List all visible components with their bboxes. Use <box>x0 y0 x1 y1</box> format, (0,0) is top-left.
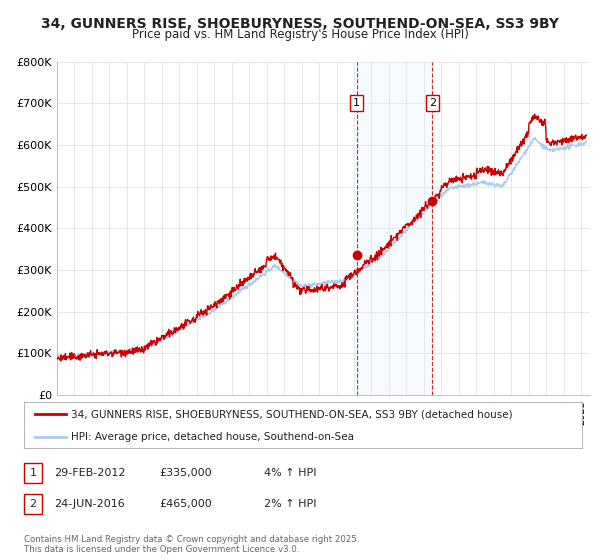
Text: 24-JUN-2016: 24-JUN-2016 <box>54 499 125 509</box>
Text: 1: 1 <box>353 98 360 108</box>
Text: 2% ↑ HPI: 2% ↑ HPI <box>264 499 317 509</box>
Text: 2: 2 <box>429 98 436 108</box>
Text: 34, GUNNERS RISE, SHOEBURYNESS, SOUTHEND-ON-SEA, SS3 9BY (detached house): 34, GUNNERS RISE, SHOEBURYNESS, SOUTHEND… <box>71 409 513 419</box>
Text: Contains HM Land Registry data © Crown copyright and database right 2025.
This d: Contains HM Land Registry data © Crown c… <box>24 535 359 554</box>
Text: 34, GUNNERS RISE, SHOEBURYNESS, SOUTHEND-ON-SEA, SS3 9BY: 34, GUNNERS RISE, SHOEBURYNESS, SOUTHEND… <box>41 17 559 31</box>
Text: HPI: Average price, detached house, Southend-on-Sea: HPI: Average price, detached house, Sout… <box>71 432 355 441</box>
Bar <box>357 62 433 395</box>
Text: £465,000: £465,000 <box>159 499 212 509</box>
Text: 4% ↑ HPI: 4% ↑ HPI <box>264 468 317 478</box>
Text: £335,000: £335,000 <box>159 468 212 478</box>
Text: Price paid vs. HM Land Registry's House Price Index (HPI): Price paid vs. HM Land Registry's House … <box>131 28 469 41</box>
Text: 29-FEB-2012: 29-FEB-2012 <box>54 468 125 478</box>
Text: 1: 1 <box>29 468 37 478</box>
Text: 2: 2 <box>29 499 37 509</box>
